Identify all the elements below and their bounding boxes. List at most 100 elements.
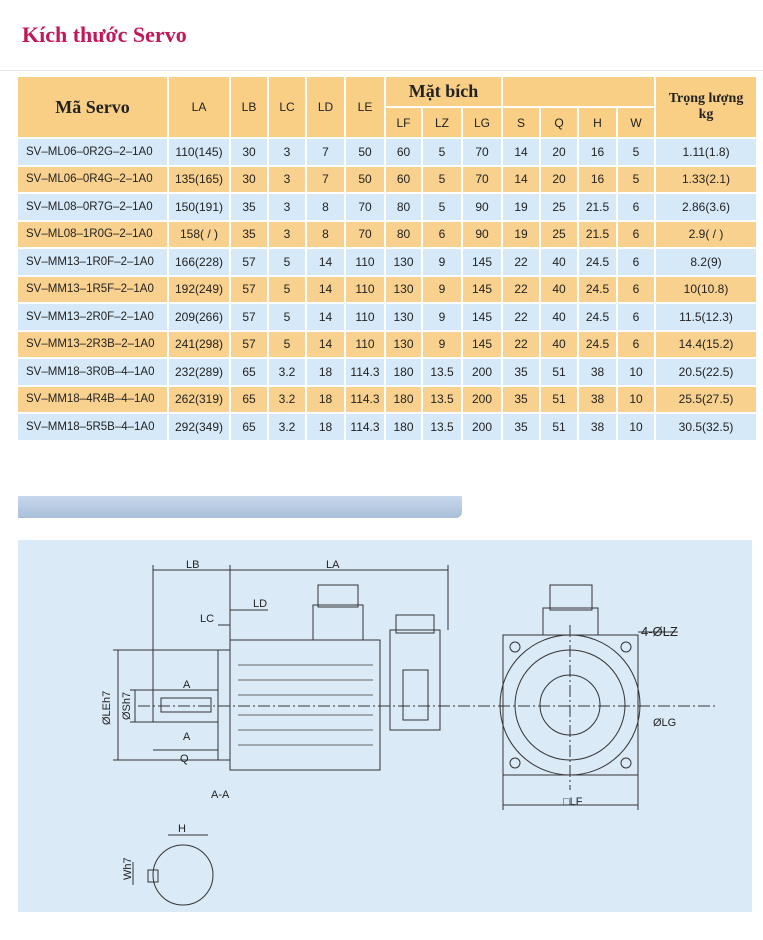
cell-value: 3.2 xyxy=(268,385,307,414)
cell-value: 166(228) xyxy=(168,248,231,277)
cell-value: 25.5(27.5) xyxy=(655,385,758,414)
cell-value: 38 xyxy=(578,385,619,414)
cell-value: 130 xyxy=(385,275,423,304)
cell-value: 10 xyxy=(617,413,657,442)
cell-value: 21.5 xyxy=(578,220,619,249)
cell-value: 11.5(12.3) xyxy=(655,303,758,332)
cell-value: 114.3 xyxy=(345,385,386,414)
label-lb: LB xyxy=(186,559,199,571)
cell-value: 70 xyxy=(345,193,386,222)
cell-value: 209(266) xyxy=(168,303,231,332)
cell-code: SV–MM18–5R5B–4–1A0 xyxy=(18,413,169,442)
label-la: LA xyxy=(326,559,340,571)
cell-value: 16 xyxy=(578,165,619,194)
label-lf: □LF xyxy=(563,796,583,808)
cell-value: 14 xyxy=(306,330,346,359)
label-a-top: A xyxy=(183,679,191,691)
header-flange: Mặt bích xyxy=(385,77,504,108)
cell-value: 14.4(15.2) xyxy=(655,330,758,359)
cell-value: 1.33(2.1) xyxy=(655,165,758,194)
cell-value: 19 xyxy=(502,220,542,249)
cell-value: 30.5(32.5) xyxy=(655,413,758,442)
header-code: Mã Servo xyxy=(18,77,169,139)
cell-value: 19 xyxy=(502,193,542,222)
table-row: SV–MM13–2R0F–2–1A0 209(266) 57 5 14 110 130 9 14… xyxy=(18,303,758,332)
cell-value: 232(289) xyxy=(168,358,231,387)
cell-value: 35 xyxy=(502,413,542,442)
cell-value: 14 xyxy=(502,165,542,194)
label-le: ØLEh7 xyxy=(101,691,113,725)
cell-value: 30 xyxy=(230,138,269,167)
cell-value: 3 xyxy=(268,165,307,194)
cell-value: 16 xyxy=(578,138,619,167)
table-row: SV–MM18–5R5B–4–1A0 292(349) 65 3.2 18 114.3 18… xyxy=(18,413,758,442)
cell-value: 2.86(3.6) xyxy=(655,193,758,222)
header-lb: LB xyxy=(230,77,269,139)
label-lc: LC xyxy=(200,613,214,625)
cell-value: 6 xyxy=(617,220,657,249)
cell-value: 110(145) xyxy=(168,138,231,167)
cell-value: 22 xyxy=(502,303,542,332)
cell-value: 50 xyxy=(345,165,386,194)
table-row: SV–MM13–1R5F–2–1A0 192(249) 57 5 14 110 130 9 14… xyxy=(18,275,758,304)
header-shaft-group xyxy=(502,77,657,108)
cell-value: 70 xyxy=(345,220,386,249)
cell-value: 14 xyxy=(502,138,542,167)
cell-value: 5 xyxy=(422,165,463,194)
cell-value: 90 xyxy=(462,220,504,249)
header-lc: LC xyxy=(268,77,307,139)
cell-value: 10 xyxy=(617,385,657,414)
cell-value: 130 xyxy=(385,303,423,332)
cell-value: 114.3 xyxy=(345,358,386,387)
cell-value: 22 xyxy=(502,275,542,304)
label-s: ØSh7 xyxy=(121,692,133,720)
cell-value: 13.5 xyxy=(422,385,463,414)
cell-value: 90 xyxy=(462,193,504,222)
cell-value: 200 xyxy=(462,413,504,442)
cell-value: 200 xyxy=(462,385,504,414)
cell-value: 180 xyxy=(385,413,423,442)
cell-value: 110 xyxy=(345,330,386,359)
cell-value: 5 xyxy=(268,303,307,332)
cell-value: 5 xyxy=(422,138,463,167)
label-h: H xyxy=(178,823,186,835)
cell-value: 60 xyxy=(385,138,423,167)
cell-value: 57 xyxy=(230,303,269,332)
dimension-drawing: LB LA LC LD ØLEh7 ØSh7 A A Q A-A 4-ØLZ Ø… xyxy=(18,540,752,912)
cell-value: 24.5 xyxy=(578,275,619,304)
cell-value: 57 xyxy=(230,248,269,277)
cell-value: 7 xyxy=(306,138,346,167)
header-lz: LZ xyxy=(422,107,463,139)
cell-value: 1.11(1.8) xyxy=(655,138,758,167)
cell-code: SV–MM13–2R0F–2–1A0 xyxy=(18,303,169,332)
cell-value: 14 xyxy=(306,248,346,277)
cell-value: 35 xyxy=(230,193,269,222)
cell-value: 7 xyxy=(306,165,346,194)
cell-value: 38 xyxy=(578,413,619,442)
cell-value: 8 xyxy=(306,220,346,249)
servo-dimension-table: Mã Servo LA LB LC LD LE Mặt bích Trọng l… xyxy=(18,77,758,442)
cell-value: 9 xyxy=(422,248,463,277)
cell-value: 150(191) xyxy=(168,193,231,222)
table-row: SV–ML08–0R7G–2–1A0 150(191) 35 3 8 70 80 5 90 19 2… xyxy=(18,193,758,222)
cell-value: 6 xyxy=(617,303,657,332)
cell-value: 21.5 xyxy=(578,193,619,222)
cell-value: 20 xyxy=(540,138,580,167)
label-q: Q xyxy=(180,753,189,765)
cell-value: 60 xyxy=(385,165,423,194)
cell-code: SV–ML06–0R2G–2–1A0 xyxy=(18,138,169,167)
header-ld: LD xyxy=(306,77,346,139)
cell-value: 130 xyxy=(385,248,423,277)
cell-value: 51 xyxy=(540,413,580,442)
header-s: S xyxy=(502,107,542,139)
table-row: SV–MM18–3R0B–4–1A0 232(289) 65 3.2 18 114.3 18… xyxy=(18,358,758,387)
cell-value: 6 xyxy=(617,193,657,222)
divider xyxy=(0,70,763,71)
cell-value: 262(319) xyxy=(168,385,231,414)
cell-value: 3.2 xyxy=(268,413,307,442)
cell-value: 5 xyxy=(617,165,657,194)
cell-value: 180 xyxy=(385,358,423,387)
cell-value: 65 xyxy=(230,385,269,414)
cell-value: 25 xyxy=(540,193,580,222)
header-la: LA xyxy=(168,77,231,139)
